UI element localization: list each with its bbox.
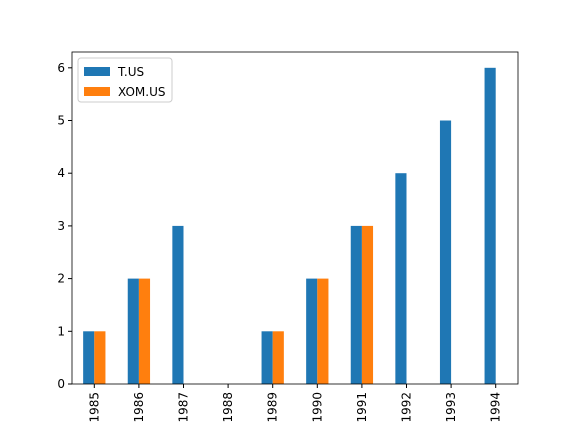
legend-label: XOM.US: [118, 85, 165, 99]
x-tick-label: 1993: [444, 392, 458, 423]
bar: [83, 331, 95, 384]
bar: [138, 278, 151, 384]
bar: [361, 225, 374, 384]
y-tick-label: 4: [57, 166, 65, 180]
x-tick-label: 1994: [489, 392, 503, 423]
bar: [350, 225, 362, 384]
legend-label: T.US: [117, 65, 144, 79]
x-tick-label: 1985: [87, 392, 101, 423]
x-tick-label: 1987: [177, 392, 191, 423]
x-tick-label: 1992: [400, 392, 414, 423]
bar: [484, 67, 496, 385]
bar: [272, 331, 284, 384]
bar: [395, 173, 407, 384]
bar: [127, 278, 139, 384]
x-tick-label: 1990: [310, 392, 324, 423]
legend-swatch: [84, 87, 110, 96]
bar: [306, 278, 318, 384]
x-tick-label: 1991: [355, 392, 369, 423]
legend-swatch: [84, 67, 110, 76]
plot-frame: [71, 51, 519, 385]
y-tick-label: 3: [57, 219, 65, 233]
y-tick-label: 6: [57, 61, 65, 75]
y-tick-label: 1: [57, 324, 65, 338]
bar: [439, 120, 452, 384]
y-tick-label: 0: [57, 377, 65, 391]
bar: [172, 225, 184, 384]
x-tick-label: 1989: [266, 392, 280, 423]
x-tick-label: 1986: [132, 392, 146, 423]
y-tick-label: 5: [57, 114, 65, 128]
y-tick-label: 2: [57, 272, 65, 286]
bar: [261, 331, 273, 384]
bar: [94, 331, 106, 384]
bar: [317, 278, 329, 384]
x-tick-label: 1988: [221, 392, 235, 423]
